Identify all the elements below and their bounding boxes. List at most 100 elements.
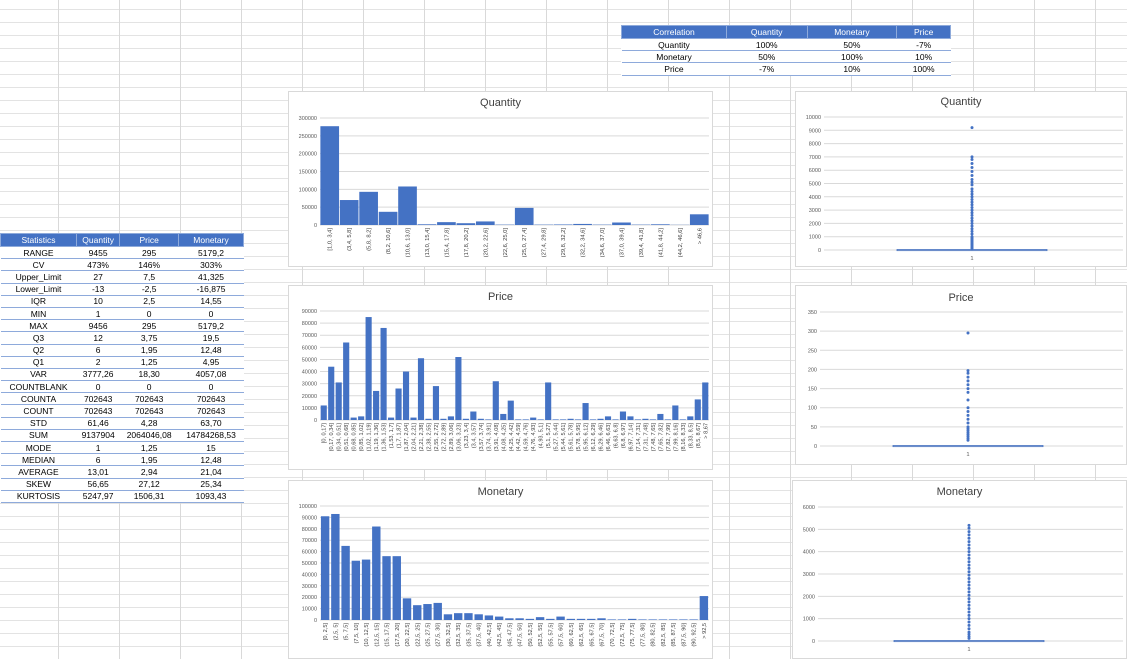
statistics-row-cell[interactable]: 1093,43 (179, 490, 244, 502)
statistics-row-cell[interactable]: 0 (179, 381, 244, 393)
statistics-row-cell[interactable]: 295 (120, 247, 179, 259)
statistics-row-cell[interactable]: 702643 (120, 405, 179, 417)
statistics-row-cell[interactable]: 303% (179, 259, 244, 271)
statistics-row-label[interactable]: MEDIAN (1, 454, 77, 466)
correlation-row-cell[interactable]: 50% (726, 51, 807, 63)
statistics-row-label[interactable]: Upper_Limit (1, 271, 77, 283)
statistics-row-cell[interactable]: 1506,31 (120, 490, 179, 502)
statistics-row-cell[interactable]: 702643 (76, 393, 119, 405)
statistics-row-cell[interactable]: -2,5 (120, 283, 179, 295)
correlation-row-cell[interactable]: 100% (897, 63, 951, 75)
statistics-header-cell[interactable]: Quantity (76, 234, 119, 247)
statistics-row-cell[interactable]: 7,5 (120, 271, 179, 283)
statistics-row-cell[interactable]: 9137904 (76, 429, 119, 441)
statistics-row-cell[interactable]: 5179,2 (179, 320, 244, 332)
statistics-row-cell[interactable]: 1,25 (120, 356, 179, 368)
correlation-row-label[interactable]: Monetary (622, 51, 727, 63)
statistics-row-cell[interactable]: 25,34 (179, 478, 244, 490)
statistics-row-label[interactable]: MODE (1, 442, 77, 454)
statistics-row-cell[interactable]: 0 (120, 381, 179, 393)
statistics-row-cell[interactable]: 56,65 (76, 478, 119, 490)
correlation-row-label[interactable]: Price (622, 63, 727, 75)
correlation-row-cell[interactable]: 100% (807, 51, 897, 63)
statistics-row-cell[interactable]: 2,5 (120, 295, 179, 307)
statistics-header-cell[interactable]: Price (120, 234, 179, 247)
correlation-header-cell[interactable]: Monetary (807, 26, 897, 39)
statistics-row-cell[interactable]: 1,95 (120, 344, 179, 356)
statistics-row-cell[interactable]: 473% (76, 259, 119, 271)
statistics-row-label[interactable]: CV (1, 259, 77, 271)
statistics-row-label[interactable]: COUNT (1, 405, 77, 417)
correlation-row-cell[interactable]: 50% (807, 39, 897, 51)
statistics-row-cell[interactable]: 12 (76, 332, 119, 344)
statistics-row-cell[interactable]: -16,875 (179, 283, 244, 295)
statistics-row-cell[interactable]: 3777,26 (76, 368, 119, 380)
correlation-row-cell[interactable]: 100% (726, 39, 807, 51)
statistics-row-label[interactable]: RANGE (1, 247, 77, 259)
statistics-row-cell[interactable]: 2,94 (120, 466, 179, 478)
statistics-row-cell[interactable]: 4,95 (179, 356, 244, 368)
statistics-row-cell[interactable]: 9455 (76, 247, 119, 259)
statistics-row-cell[interactable]: 12,48 (179, 344, 244, 356)
statistics-row-label[interactable]: Q1 (1, 356, 77, 368)
statistics-row-cell[interactable]: 702643 (179, 393, 244, 405)
statistics-row-label[interactable]: VAR (1, 368, 77, 380)
correlation-header-cell[interactable]: Quantity (726, 26, 807, 39)
statistics-row-cell[interactable]: 41,325 (179, 271, 244, 283)
statistics-row-label[interactable]: COUNTA (1, 393, 77, 405)
correlation-row-label[interactable]: Quantity (622, 39, 727, 51)
statistics-row-cell[interactable]: 146% (120, 259, 179, 271)
statistics-row-label[interactable]: SKEW (1, 478, 77, 490)
statistics-row-cell[interactable]: 4,28 (120, 417, 179, 429)
statistics-row-cell[interactable]: 21,04 (179, 466, 244, 478)
statistics-row-label[interactable]: COUNTBLANK (1, 381, 77, 393)
correlation-row-cell[interactable]: 10% (807, 63, 897, 75)
statistics-row-label[interactable]: IQR (1, 295, 77, 307)
statistics-row-cell[interactable]: 5247,97 (76, 490, 119, 502)
statistics-row-cell[interactable]: -13 (76, 283, 119, 295)
statistics-row-cell[interactable]: 14784268,53 (179, 429, 244, 441)
statistics-row-cell[interactable]: 6 (76, 454, 119, 466)
statistics-row-cell[interactable]: 27,12 (120, 478, 179, 490)
statistics-row-cell[interactable]: 14,55 (179, 295, 244, 307)
statistics-row-cell[interactable]: 9456 (76, 320, 119, 332)
statistics-row-cell[interactable]: 702643 (179, 405, 244, 417)
statistics-row-cell[interactable]: 2 (76, 356, 119, 368)
statistics-row-label[interactable]: MIN (1, 307, 77, 319)
correlation-row-cell[interactable]: -7% (726, 63, 807, 75)
statistics-row-cell[interactable]: 61,46 (76, 417, 119, 429)
correlation-header-cell[interactable]: Correlation (622, 26, 727, 39)
statistics-row-cell[interactable]: 4057,08 (179, 368, 244, 380)
statistics-row-cell[interactable]: 27 (76, 271, 119, 283)
correlation-row-cell[interactable]: -7% (897, 39, 951, 51)
statistics-row-cell[interactable]: 2064046,08 (120, 429, 179, 441)
statistics-row-cell[interactable]: 0 (120, 307, 179, 319)
statistics-row-cell[interactable]: 63,70 (179, 417, 244, 429)
statistics-row-cell[interactable]: 295 (120, 320, 179, 332)
statistics-row-cell[interactable]: 702643 (76, 405, 119, 417)
statistics-row-cell[interactable]: 5179,2 (179, 247, 244, 259)
statistics-row-label[interactable]: KURTOSIS (1, 490, 77, 502)
statistics-row-label[interactable]: MAX (1, 320, 77, 332)
statistics-row-cell[interactable]: 19,5 (179, 332, 244, 344)
statistics-row-label[interactable]: Q3 (1, 332, 77, 344)
statistics-header-cell[interactable]: Monetary (179, 234, 244, 247)
statistics-row-label[interactable]: Lower_Limit (1, 283, 77, 295)
statistics-row-cell[interactable]: 15 (179, 442, 244, 454)
statistics-row-label[interactable]: Q2 (1, 344, 77, 356)
statistics-row-cell[interactable]: 6 (76, 344, 119, 356)
statistics-row-cell[interactable]: 1,25 (120, 442, 179, 454)
statistics-row-cell[interactable]: 702643 (120, 393, 179, 405)
statistics-row-cell[interactable]: 1,95 (120, 454, 179, 466)
statistics-header-cell[interactable]: Statistics (1, 234, 77, 247)
statistics-row-cell[interactable]: 12,48 (179, 454, 244, 466)
correlation-row-cell[interactable]: 10% (897, 51, 951, 63)
statistics-row-cell[interactable]: 13,01 (76, 466, 119, 478)
statistics-row-cell[interactable]: 0 (76, 381, 119, 393)
statistics-row-label[interactable]: AVERAGE (1, 466, 77, 478)
